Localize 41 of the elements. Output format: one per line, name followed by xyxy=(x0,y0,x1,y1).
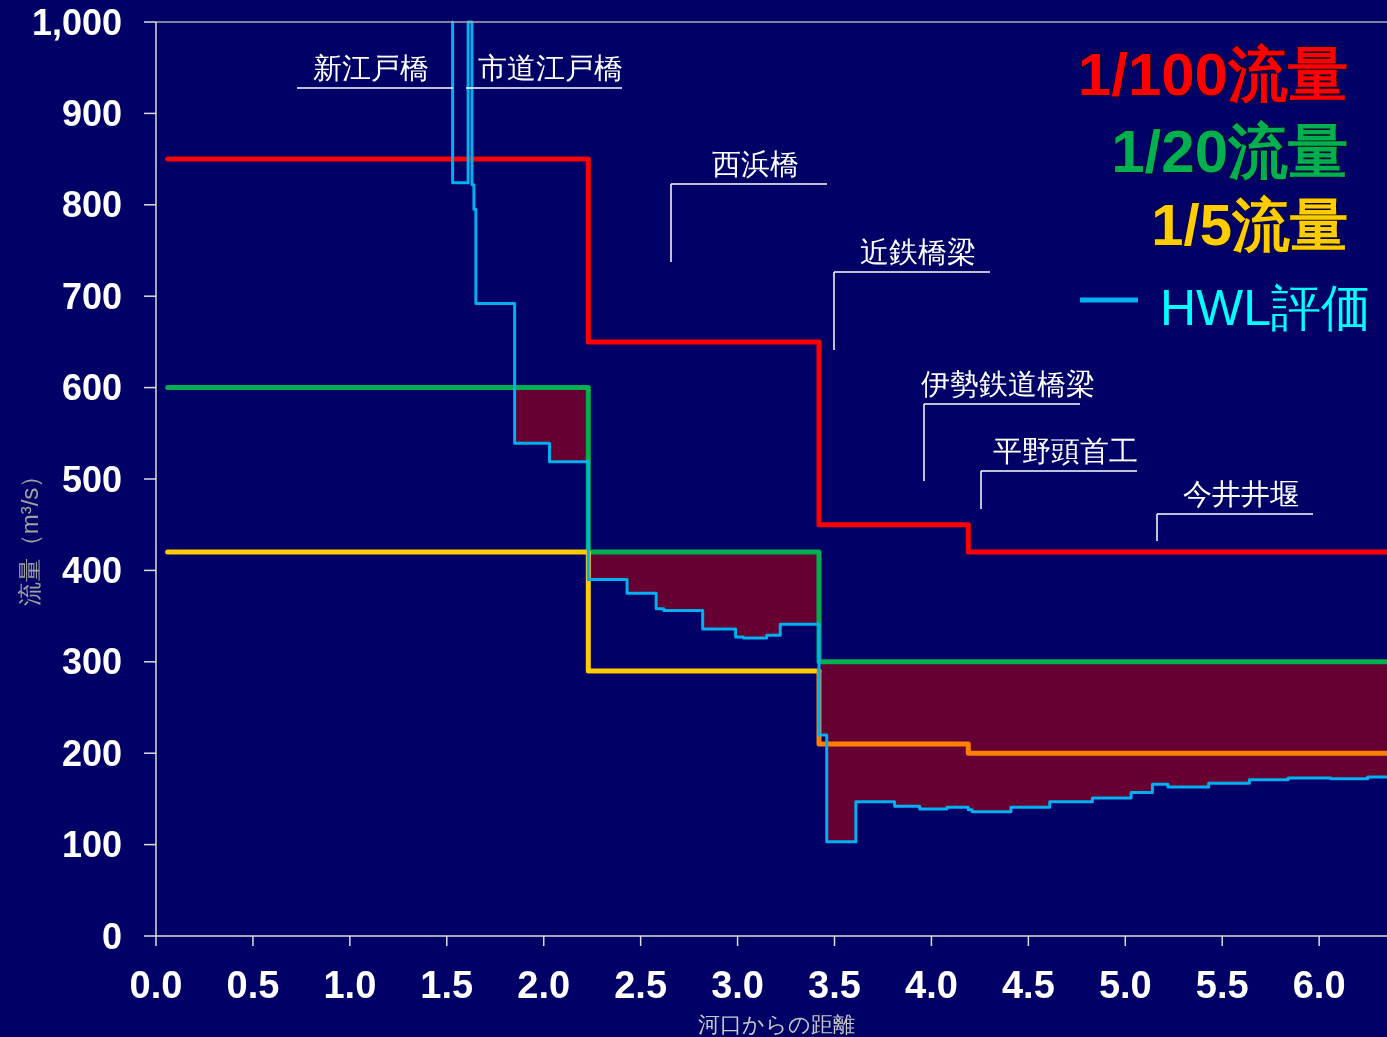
x-tick-label: 6.0 xyxy=(1292,964,1346,1006)
x-tick-label: 5.0 xyxy=(1098,964,1152,1006)
x-tick-label: 0.0 xyxy=(129,964,183,1006)
annotation: 新江戸橋 xyxy=(296,52,454,89)
annotation: 平野頭首工 xyxy=(980,435,1138,510)
annotation: 近鉄橋梁 xyxy=(860,236,976,268)
y-tick-label: 500 xyxy=(61,458,122,500)
y-tick-label: 300 xyxy=(61,641,122,683)
y-axis-title: 流量（m³/s） xyxy=(16,463,43,607)
annotation: 平野頭首工 xyxy=(992,435,1138,467)
x-tick-label: 4.0 xyxy=(905,964,958,1006)
x-tick-label: 3.0 xyxy=(711,964,764,1006)
annotation: 伊勢鉄道橋梁 xyxy=(921,368,1095,400)
annotation: 新江戸橋 xyxy=(313,52,429,84)
y-tick-label: 200 xyxy=(61,732,122,774)
x-tick-label: 4.5 xyxy=(1001,964,1055,1006)
y-tick-label: 1,000 xyxy=(31,1,122,43)
y-tick-label: 100 xyxy=(61,824,122,866)
annotation: 西浜橋 xyxy=(711,148,799,180)
x-tick-label: 3.5 xyxy=(808,964,861,1006)
x-tick-label: 2.5 xyxy=(614,964,668,1006)
x-tick-label: 2.0 xyxy=(517,964,571,1006)
annotation: 今井井堰 xyxy=(1183,478,1299,510)
annotation: 市道江戸橋 xyxy=(465,52,623,89)
x-axis-title: 河口からの距離 xyxy=(697,1012,855,1037)
y-tick-label: 600 xyxy=(61,367,122,409)
annotation: 市道江戸橋 xyxy=(477,52,623,84)
x-tick-label: 0.5 xyxy=(226,964,280,1006)
legend-label: HWL評価 xyxy=(1160,280,1372,336)
x-tick-label: 1.5 xyxy=(420,964,474,1006)
y-tick-label: 400 xyxy=(61,549,122,591)
y-tick-label: 700 xyxy=(61,275,122,317)
y-tick-label: 800 xyxy=(61,184,122,226)
x-tick-label: 1.0 xyxy=(323,964,377,1006)
annotation: 近鉄橋梁 xyxy=(833,236,991,351)
annotation: 今井井堰 xyxy=(1156,478,1314,542)
legend: 1/100流量 1/20流量 1/5流量 HWL評価 xyxy=(1077,41,1372,336)
x-tick-label: 5.5 xyxy=(1195,964,1249,1006)
y-tick-label: 0 xyxy=(101,915,122,957)
y-tick-label: 900 xyxy=(61,92,122,134)
annotation: 西浜橋 xyxy=(670,148,828,263)
